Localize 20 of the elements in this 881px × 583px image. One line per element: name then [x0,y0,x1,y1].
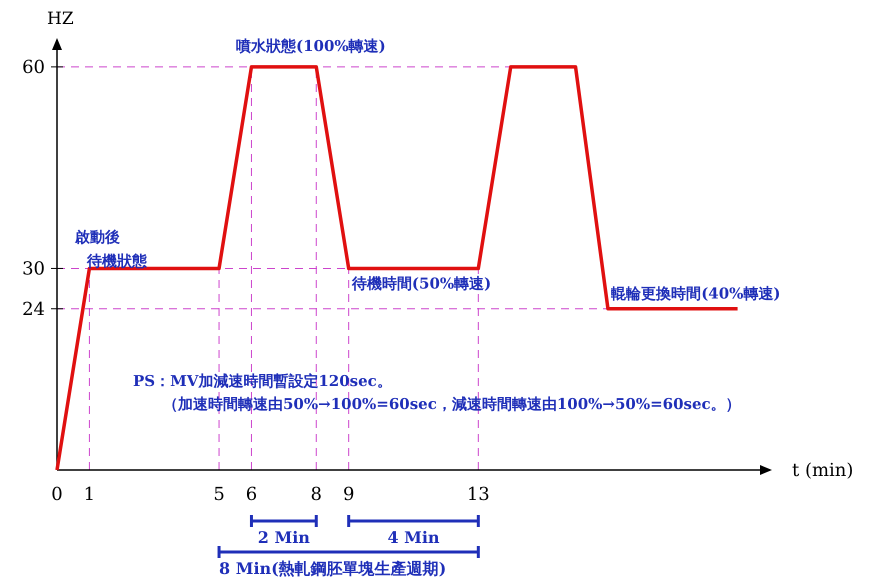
annotation: 噴水狀態(100%轉速) [236,37,386,55]
y-tick-label: 60 [22,57,45,78]
x-tick-label: 8 [310,484,322,505]
text: 4 Min [387,528,440,547]
annotation: 啟動後 [74,228,120,246]
x-tick-label: 6 [246,484,258,505]
text: 2 Min [258,528,310,547]
annotation: （加速時間轉速由50%→100%=60sec，減速時間轉速由100%→50%=60sec。） [163,395,741,413]
y-tick-label: 24 [22,299,45,320]
annotation: 待機狀態 [86,252,148,270]
x-tick-label: 5 [213,484,225,505]
annotation: 輥輪更換時間(40%轉速) [610,284,781,303]
y-axis-title: HZ [47,9,74,29]
text: 8 Min(熱軋鋼胚單塊生產週期) [219,559,446,578]
x-tick-label: 13 [466,484,490,505]
x-axis-title: t (min) [792,460,854,481]
x-tick-label: 1 [84,484,96,505]
y-tick-label: 30 [22,258,45,280]
x-tick-label: 9 [342,484,354,505]
x-tick-label: 0 [51,484,63,505]
